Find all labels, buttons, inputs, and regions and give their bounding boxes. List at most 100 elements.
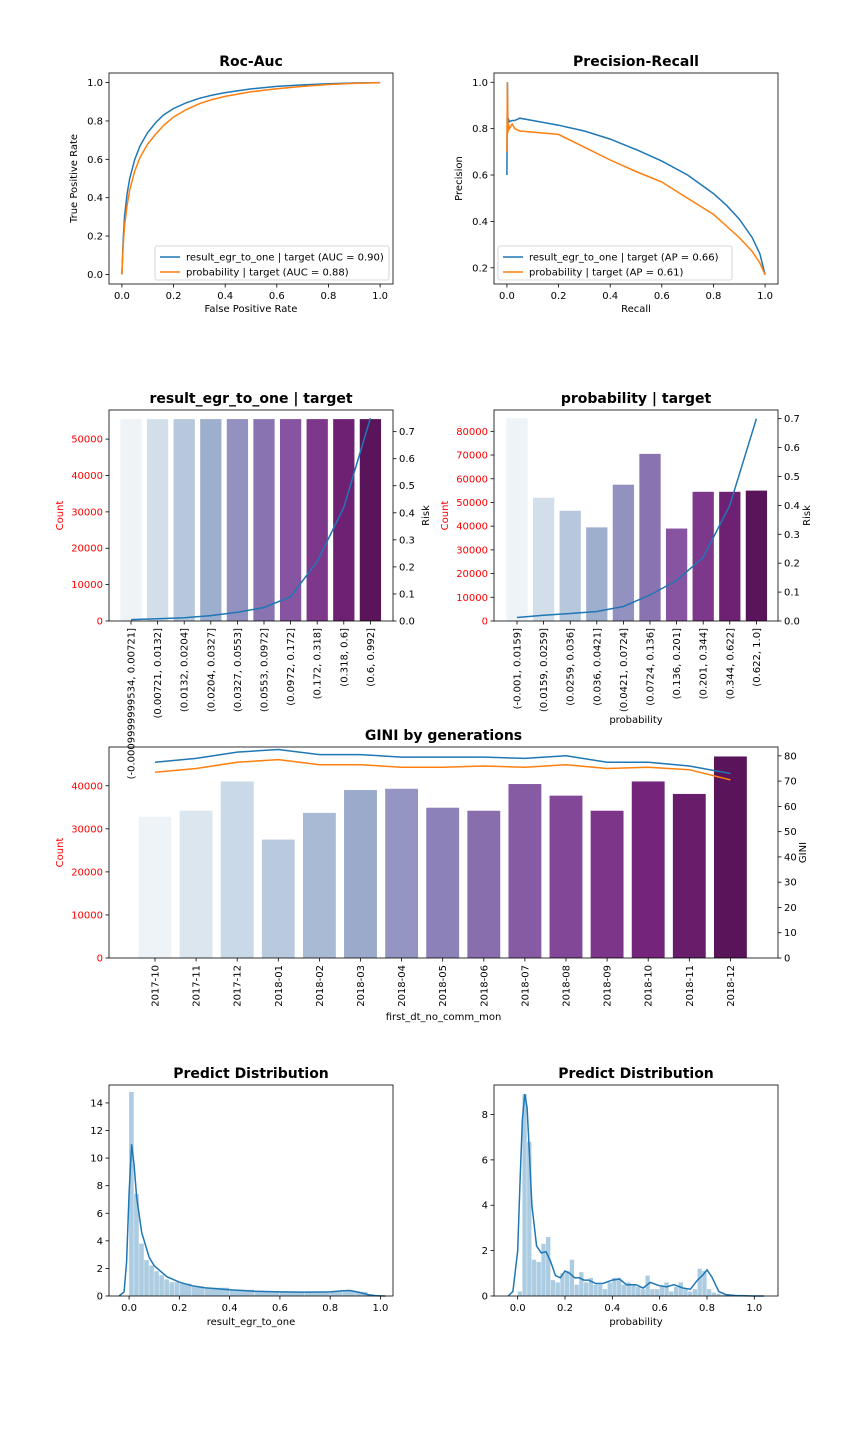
bar <box>279 419 302 621</box>
x-tick-label: (0.0724, 0.136] <box>646 628 657 706</box>
hist-bar <box>546 1237 551 1296</box>
bar <box>586 527 608 621</box>
hist-bar <box>607 1282 612 1296</box>
hist-bar <box>569 1259 575 1296</box>
x-axis-label: result_egr_to_one <box>207 1317 296 1328</box>
bar <box>253 419 275 621</box>
x-axis-label: first_dt_no_comm_mon <box>386 1012 502 1023</box>
hist-bar <box>342 1290 355 1296</box>
y-axis-label: Precision <box>454 156 465 201</box>
y-tick-label: 30000 <box>71 507 103 518</box>
x-tick-label: 0.6 <box>654 291 670 302</box>
x-axis-label: Recall <box>621 304 651 315</box>
chart-title: Precision-Recall <box>573 54 699 70</box>
bar <box>306 419 328 621</box>
x-tick-label: (0.136, 0.201] <box>672 628 683 700</box>
x-tick-label: 2018-08 <box>562 965 573 1007</box>
hist-bar <box>169 1282 174 1296</box>
gini-line-0 <box>154 748 731 775</box>
x-tick-label: 2018-03 <box>356 965 367 1007</box>
x-tick-label: 0.2 <box>171 1303 187 1314</box>
y2-tick-label: 10 <box>784 928 797 939</box>
series-line-1 <box>506 82 766 276</box>
y2-tick-label: 30 <box>784 878 797 889</box>
y2-tick-label: 80 <box>784 751 797 762</box>
dist1-chart: Predict Distribution 0.0 0.2 0.4 0.6 0.8 1.0 0 2… <box>90 1066 394 1328</box>
bar <box>665 528 688 621</box>
hist-bar <box>279 1291 305 1296</box>
legend-box <box>154 245 390 281</box>
hist-bar <box>204 1287 230 1296</box>
hist-bar <box>593 1284 598 1296</box>
x-tick-label: 0.6 <box>652 1303 668 1314</box>
x-tick-label: 0.2 <box>166 291 182 302</box>
x-tick-label: 0.8 <box>706 291 722 302</box>
x-tick-label: 0.0 <box>121 1303 137 1314</box>
y-tick-label: 10000 <box>71 910 103 921</box>
y2-tick-label: 0.7 <box>784 414 800 425</box>
x-tick-label: (0.0327, 0.0553] <box>233 628 244 712</box>
y-tick-label: 4 <box>97 1236 103 1247</box>
gini-chart: GINI by generations 0 10000 20000 30000 40000… <box>55 728 809 1023</box>
x-tick-label: 1.0 <box>746 1303 762 1314</box>
x-tick-label: 0.4 <box>222 1303 238 1314</box>
y2-tick-label: 0.1 <box>399 589 415 600</box>
x-tick-label: 1.0 <box>372 291 388 302</box>
y-tick-label: 10 <box>90 1154 103 1165</box>
hist-bar <box>531 1259 537 1296</box>
y-tick-label: 2 <box>97 1264 103 1275</box>
hist-bar <box>678 1282 683 1296</box>
axes-frame <box>108 1084 394 1297</box>
x-axis-label: probability <box>609 1317 662 1328</box>
x-tick-label: 1.0 <box>757 291 773 302</box>
x-tick-label: (0.00721, 0.0132] <box>153 628 164 719</box>
hist-bar <box>612 1277 617 1296</box>
legend-entry: probability | target (AUC = 0.88) <box>186 268 349 279</box>
y-tick-label: 0.0 <box>87 270 103 281</box>
hist-bar <box>645 1275 650 1296</box>
bar <box>631 781 665 958</box>
x-tick-label: 0.8 <box>699 1303 715 1314</box>
y-tick-label: 0 <box>97 954 103 965</box>
y-tick-label: 6 <box>482 1155 488 1166</box>
y-tick-label: 60000 <box>456 474 488 485</box>
hist-bar <box>179 1283 192 1296</box>
x-tick-label: (0.0204, 0.0327] <box>206 628 217 712</box>
y-tick-label: 50000 <box>456 498 488 509</box>
x-tick-label: 2018-10 <box>644 965 655 1007</box>
hist-bar <box>159 1275 164 1296</box>
bar <box>179 810 213 958</box>
x-tick-label: 2017-11 <box>192 965 203 1007</box>
hist-bar <box>664 1282 669 1296</box>
hist-bar <box>654 1289 660 1296</box>
bar <box>344 790 377 958</box>
y-tick-label: 40000 <box>71 781 103 792</box>
bins1-chart: result_egr_to_one | target 0 10000 20000 300… <box>55 391 432 779</box>
y-tick-label: 20000 <box>456 569 488 580</box>
hist-bar <box>669 1291 674 1296</box>
x-tick-label: (-0.001, 0.0159] <box>513 628 524 709</box>
y-tick-label: 2 <box>482 1246 488 1257</box>
hist-bar <box>330 1291 343 1296</box>
y-tick-label: 0.2 <box>87 232 103 243</box>
x-tick-label: 0.0 <box>499 291 515 302</box>
hist-bar <box>139 1243 144 1296</box>
y-tick-label: 0.2 <box>472 263 488 274</box>
bar <box>302 812 336 958</box>
chart-title: result_egr_to_one | target <box>149 391 352 407</box>
axes-frame <box>493 409 779 622</box>
bar <box>713 756 747 958</box>
y-axis-label: True Positive Rate <box>69 134 80 224</box>
hist-bar <box>683 1289 688 1296</box>
y2-tick-label: 0.7 <box>399 427 415 438</box>
axes-frame <box>108 409 394 622</box>
chart-title: probability | target <box>561 391 712 407</box>
y-tick-label: 40000 <box>71 471 103 482</box>
bar <box>719 491 741 621</box>
y2-tick-label: 0.5 <box>784 472 800 483</box>
y-tick-label: 30000 <box>71 824 103 835</box>
axes-frame <box>108 72 394 285</box>
y-tick-label: 8 <box>97 1181 103 1192</box>
kde-line <box>507 1093 764 1297</box>
x-tick-label: 0.0 <box>510 1303 526 1314</box>
